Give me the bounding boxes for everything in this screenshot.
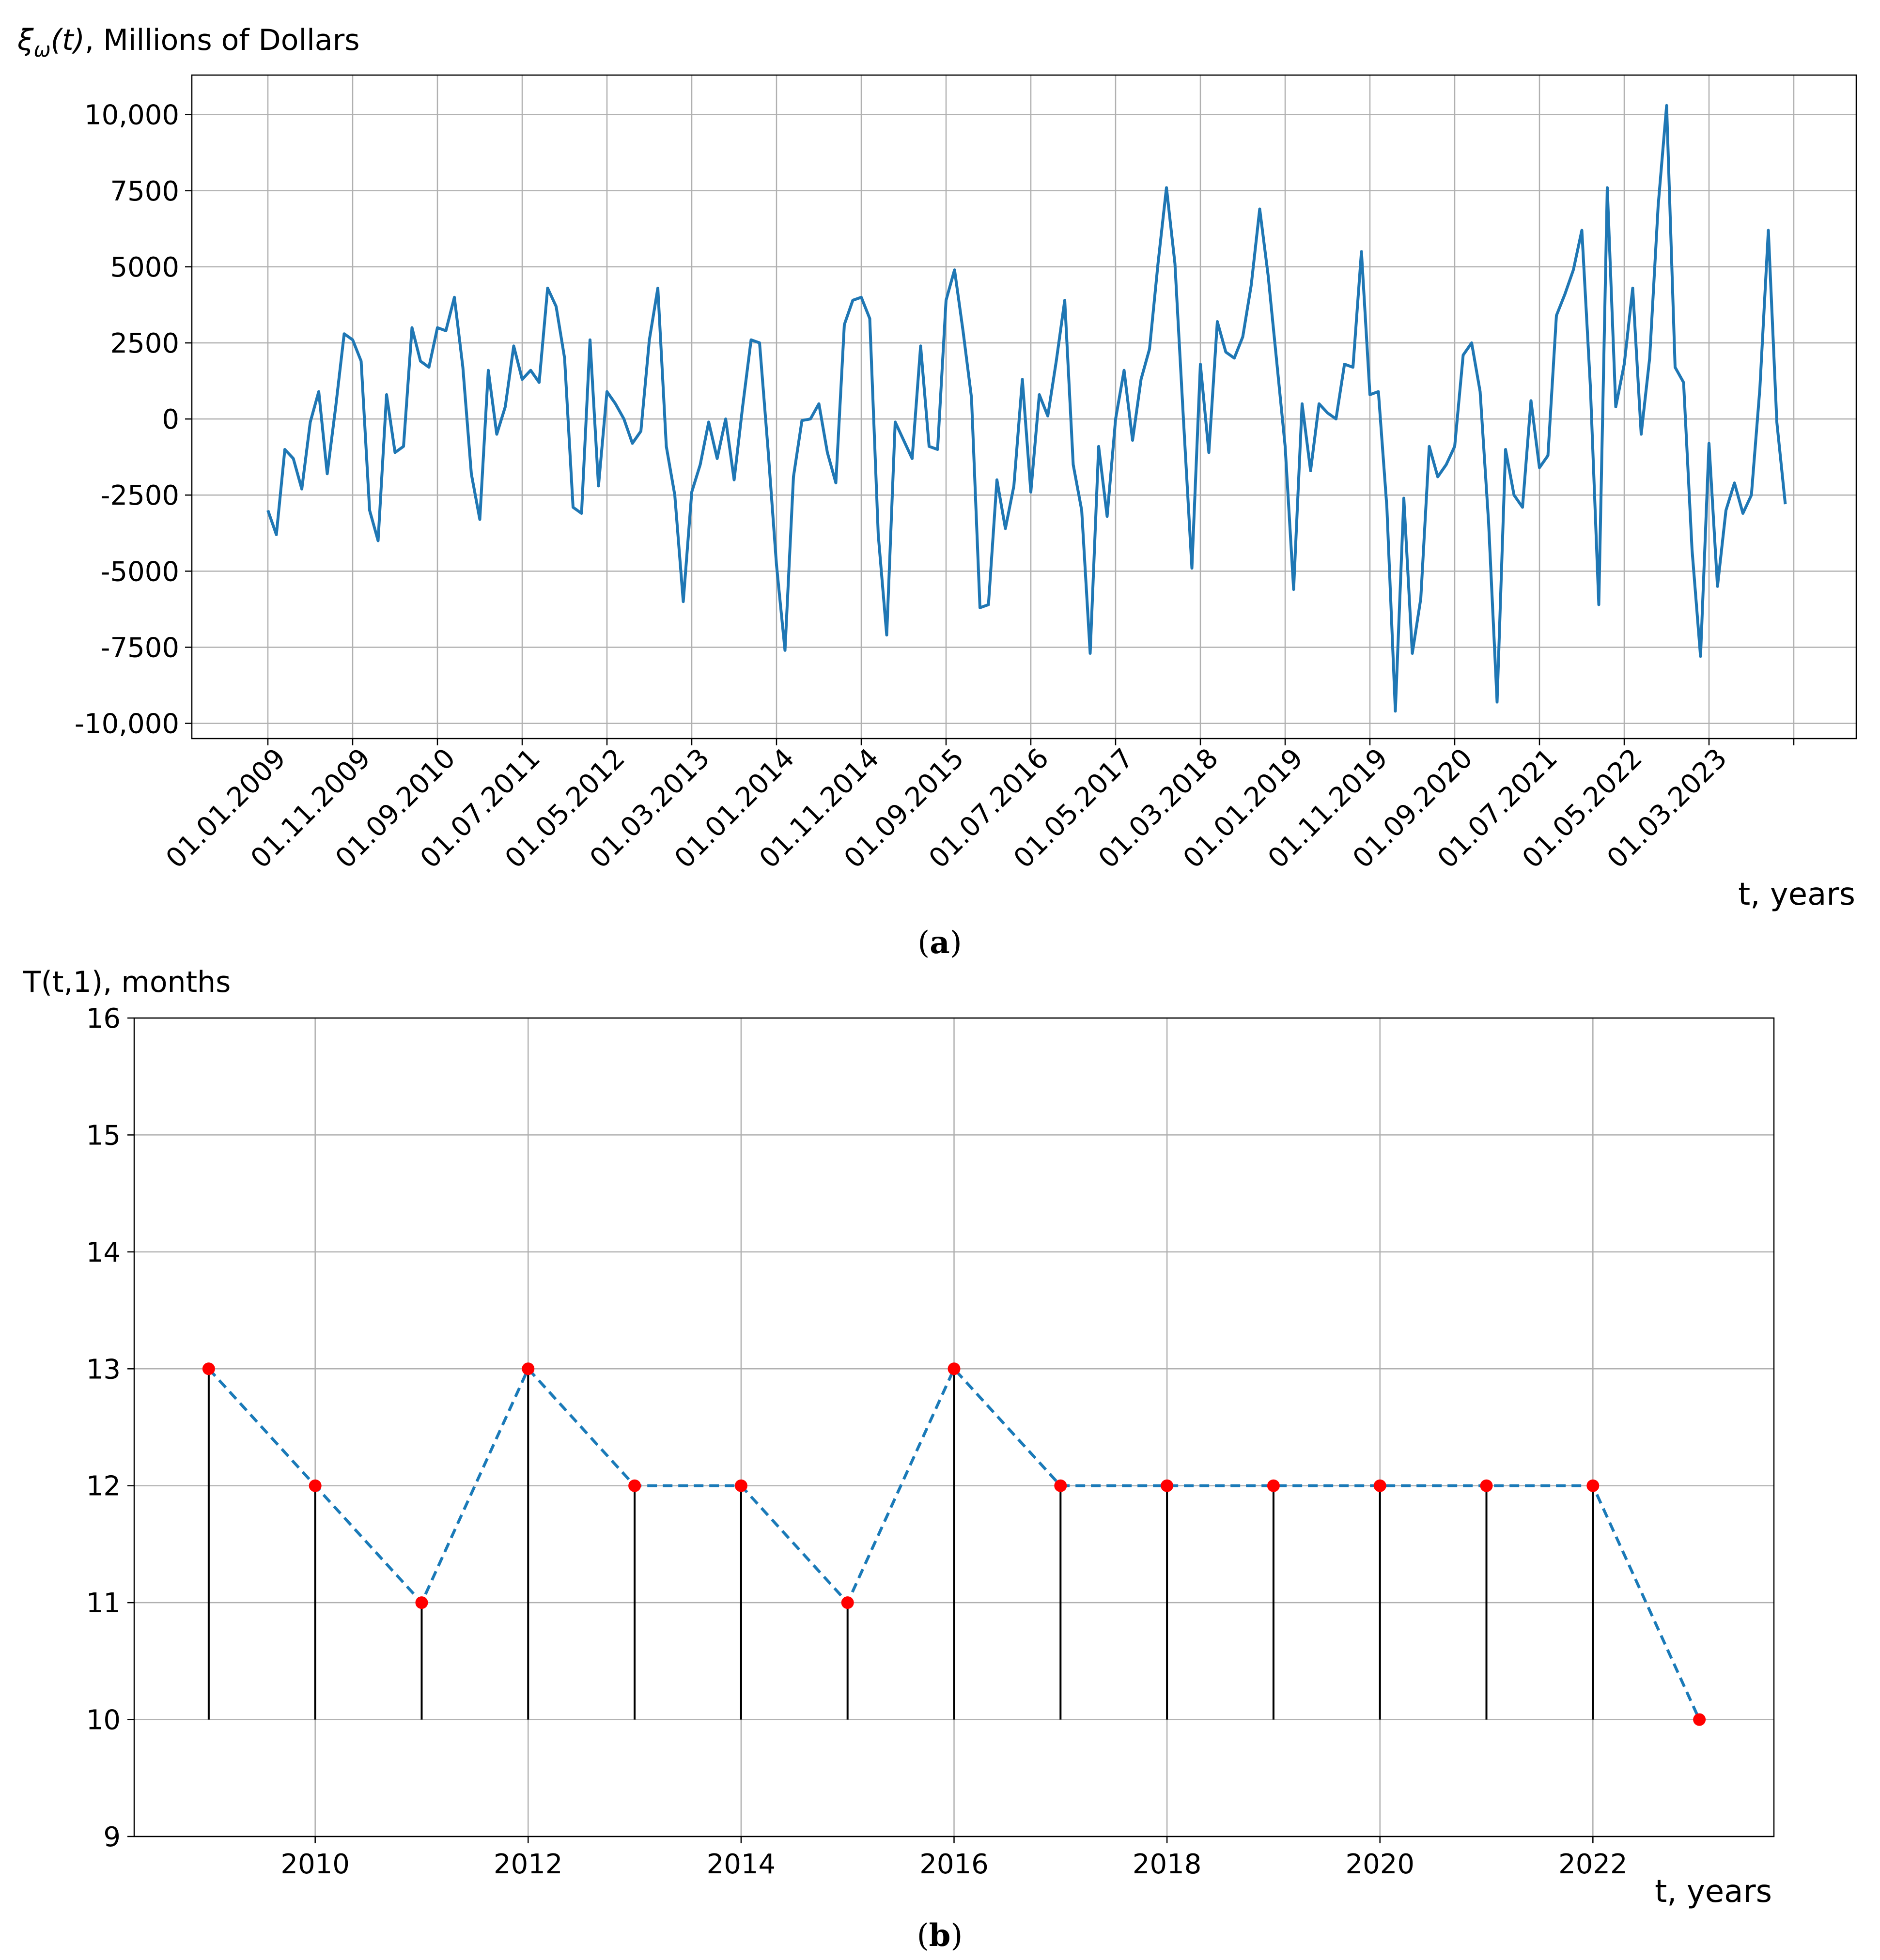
- panel-b-y-tick-label: 11: [86, 1588, 121, 1619]
- panel-b-x-tick-label: 2016: [919, 1849, 989, 1880]
- panel-b-marker: [1161, 1479, 1174, 1492]
- panel-b-y-tick-label: 13: [86, 1354, 121, 1385]
- panel-a-y-tick-label: -7500: [100, 632, 179, 664]
- panel-b-marker: [1054, 1479, 1067, 1492]
- panel-b-marker: [628, 1479, 641, 1492]
- panel-b-markers: [202, 1362, 1706, 1726]
- panel-b-x-tick-label: 2018: [1133, 1849, 1202, 1880]
- panel-b-stems: [207, 1369, 1594, 1720]
- panel-b: 9 10 11 12 13 14 15 16 2010 2012 2014 2016 2018 2020…: [23, 965, 1775, 1954]
- panel-b-x-tick-label: 2010: [280, 1849, 350, 1880]
- panel-b-marker: [1693, 1713, 1706, 1726]
- panel-b-marker: [948, 1362, 961, 1375]
- panel-b-marker: [202, 1362, 215, 1375]
- panel-b-ylabel: T(t,1), months: [23, 965, 231, 999]
- panel-a-y-tick-label: 2500: [110, 328, 179, 359]
- panel-a-xlabel: t, years: [1738, 877, 1855, 912]
- panel-b-y-tick-label: 10: [86, 1705, 121, 1736]
- panel-b-marker: [1373, 1479, 1386, 1492]
- panel-a-frame: [191, 74, 1857, 740]
- panel-b-x-tick-label: 2020: [1345, 1849, 1414, 1880]
- panel-a-ylabel: ξω(t), Millions of Dollars: [17, 23, 360, 62]
- panel-b-marker: [841, 1596, 854, 1609]
- panel-a-y-ticks: 10,000 7500 5000 2500 0 -2500 -5000 -7500 -10,00…: [75, 100, 192, 740]
- panel-b-x-ticks: 2010 2012 2014 2016 2018 2020 2022: [280, 1837, 1628, 1880]
- panel-b-marker: [1480, 1479, 1493, 1492]
- panel-b-x-tick-label: 2012: [494, 1849, 563, 1880]
- panel-a-y-tick-label: 7500: [110, 176, 179, 207]
- panel-a-y-tick-label: -2500: [100, 480, 179, 511]
- panel-b-dashed-line: [207, 1366, 1701, 1720]
- panel-a-y-tick-label: -5000: [100, 556, 179, 587]
- panel-b-marker: [309, 1479, 322, 1492]
- panel-a-caption: (a): [917, 925, 962, 961]
- panel-b-y-tick-label: 15: [86, 1120, 121, 1151]
- panel-b-x-tick-label: 2022: [1558, 1849, 1628, 1880]
- panel-b-marker: [415, 1596, 428, 1609]
- panel-a-x-ticks: 01.01.200901.11.200901.09.201001.07.2011…: [160, 739, 1795, 875]
- panel-a-y-tick-label: -10,000: [75, 709, 179, 740]
- panel-b-y-tick-label: 16: [86, 1003, 121, 1034]
- panel-b-x-tick-label: 2014: [707, 1849, 776, 1880]
- panel-b-y-ticks: 9 10 11 12 13 14 15 16: [86, 1003, 134, 1853]
- panel-a-y-tick-label: 10,000: [84, 100, 179, 131]
- panel-b-y-tick-label: 9: [103, 1821, 121, 1853]
- panel-a: 10,000 7500 5000 2500 0 -2500 -5000 -7500 -10,00…: [17, 23, 1857, 961]
- panel-b-y-tick-label: 14: [86, 1237, 121, 1268]
- panel-a-series-line: [266, 104, 1787, 713]
- panel-a-y-tick-label: 5000: [110, 252, 179, 283]
- panel-b-xlabel: t, years: [1655, 1874, 1772, 1910]
- panel-b-caption: (b): [917, 1917, 963, 1954]
- panel-a-y-tick-label: 0: [162, 404, 179, 435]
- panel-b-y-tick-label: 12: [86, 1471, 121, 1502]
- panel-b-marker: [1267, 1479, 1280, 1492]
- panel-b-marker: [734, 1479, 747, 1492]
- panel-b-marker: [522, 1362, 535, 1375]
- panel-b-marker: [1586, 1479, 1600, 1492]
